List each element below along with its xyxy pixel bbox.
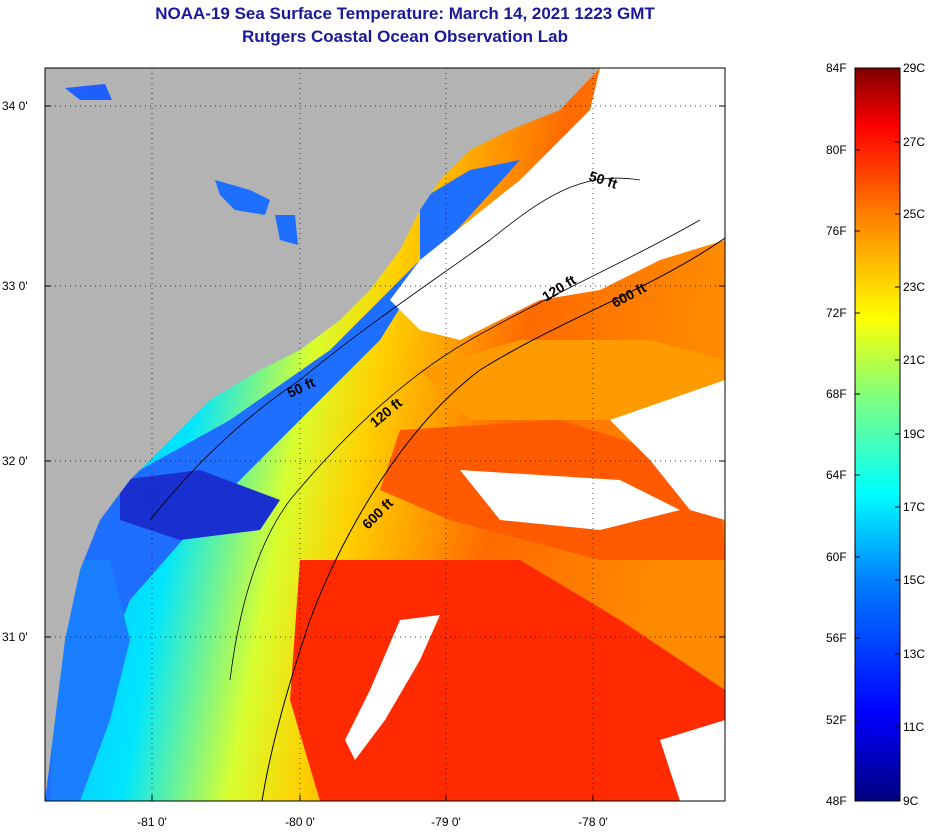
colorbar-c-label: 19C bbox=[903, 427, 925, 441]
cold-water-region bbox=[120, 470, 280, 540]
colorbar-f-label: 48F bbox=[826, 794, 847, 808]
lon-label: -79 0' bbox=[431, 815, 461, 829]
inland-water bbox=[215, 180, 270, 215]
depth-contour-50ft bbox=[149, 177, 641, 521]
cloud-cover bbox=[345, 615, 440, 760]
colorbar-c-label: 21C bbox=[903, 353, 925, 367]
map-title: NOAA-19 Sea Surface Temperature: March 1… bbox=[155, 4, 655, 23]
colorbar-f-label: 76F bbox=[826, 224, 847, 238]
colorbar-c-label: 27C bbox=[903, 135, 925, 149]
colorbar-f-label: 80F bbox=[826, 143, 847, 157]
cloud-cover bbox=[660, 720, 725, 801]
colorbar-f-label: 64F bbox=[826, 468, 847, 482]
cold-water-region bbox=[50, 560, 130, 801]
lat-label: 31 0' bbox=[2, 630, 28, 644]
colorbar-f-label: 52F bbox=[826, 713, 847, 727]
colorbar bbox=[854, 67, 901, 802]
colorbar-f-label: 84F bbox=[826, 61, 847, 75]
warm-water-region bbox=[290, 560, 725, 801]
cloud-cover bbox=[610, 380, 725, 520]
lat-label: 33 0' bbox=[2, 279, 28, 293]
map-subtitle: Rutgers Coastal Ocean Observation Lab bbox=[242, 27, 568, 46]
depth-contour-600ft bbox=[261, 237, 725, 801]
lon-label: -81 0' bbox=[137, 815, 167, 829]
colorbar-f-label: 60F bbox=[826, 550, 847, 564]
cloud-cover bbox=[460, 470, 680, 530]
land bbox=[45, 68, 600, 801]
colorbar-f-label: 56F bbox=[826, 631, 847, 645]
cloud-cover bbox=[390, 68, 725, 340]
colorbar-fahrenheit-scale: 84F 80F 76F 72F 68F 64F 60F 56F 52F 48F bbox=[826, 61, 847, 808]
graticule bbox=[45, 68, 725, 801]
depth-contour-120ft bbox=[229, 219, 701, 681]
colorbar-c-label: 25C bbox=[903, 207, 925, 221]
lon-label: -78 0' bbox=[578, 815, 608, 829]
lat-label: 32 0' bbox=[2, 454, 28, 468]
colorbar-f-label: 72F bbox=[826, 306, 847, 320]
colorbar-c-label: 17C bbox=[903, 500, 925, 514]
colorbar-c-label: 9C bbox=[903, 794, 919, 808]
colorbar-f-label: 68F bbox=[826, 387, 847, 401]
lat-label: 34 0' bbox=[2, 99, 28, 113]
lon-label: -80 0' bbox=[285, 815, 315, 829]
colorbar-c-label: 15C bbox=[903, 573, 925, 587]
colorbar-c-label: 23C bbox=[903, 280, 925, 294]
colorbar-celsius-scale: 29C 27C 25C 23C 21C 19C 17C 15C 13C 11C … bbox=[903, 61, 925, 808]
colorbar-c-label: 29C bbox=[903, 61, 925, 75]
colorbar-c-label: 13C bbox=[903, 647, 925, 661]
map-frame bbox=[44, 67, 726, 802]
inland-water bbox=[275, 215, 298, 245]
inland-water bbox=[65, 84, 112, 100]
colorbar-c-label: 11C bbox=[903, 720, 924, 734]
